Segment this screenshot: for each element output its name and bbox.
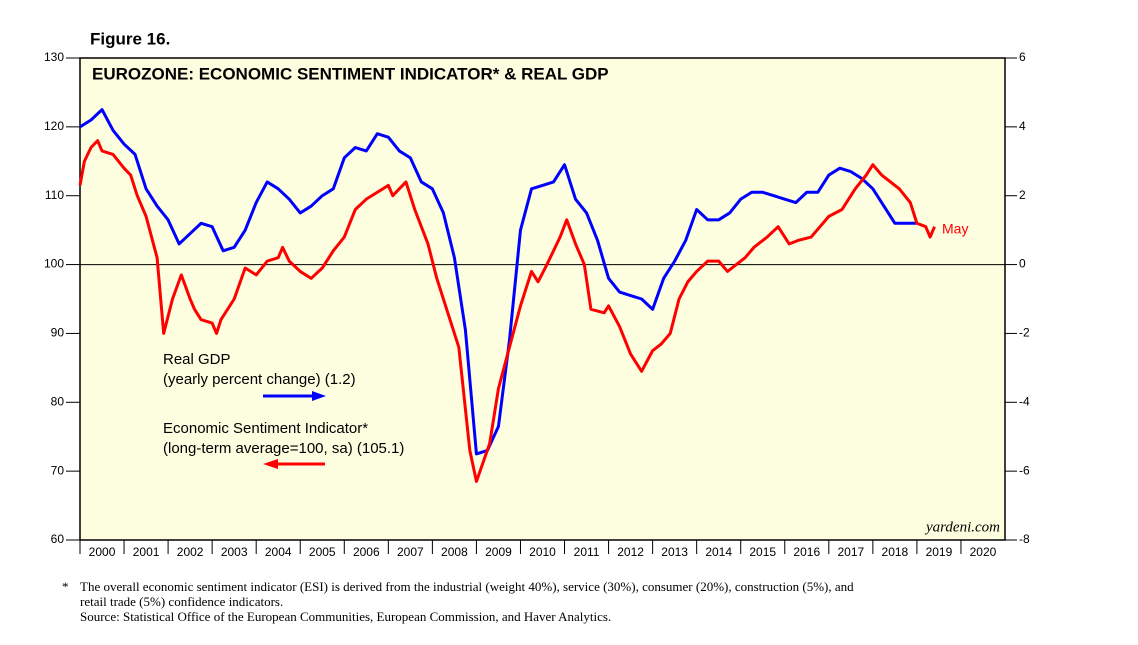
x-tick-label: 2007	[397, 545, 424, 559]
x-tick-label: 2016	[793, 545, 820, 559]
x-tick-label: 2020	[970, 545, 997, 559]
figure-label: Figure 16.	[90, 29, 170, 48]
x-tick-label: 2014	[705, 545, 732, 559]
annotation: May	[942, 221, 968, 237]
series-line	[78, 139, 936, 483]
y2-tick-label: -8	[1019, 532, 1030, 546]
x-tick-label: 2003	[221, 545, 248, 559]
plot-area	[79, 57, 1006, 541]
x-tick-label: 2004	[265, 545, 292, 559]
y-tick-label: 70	[51, 463, 65, 477]
x-tick-label: 2012	[617, 545, 644, 559]
x-tick-label: 2015	[749, 545, 776, 559]
x-tick-label: 2000	[89, 545, 116, 559]
x-tick-label: 2018	[882, 545, 909, 559]
footnote: Source: Statistical Office of the Europe…	[80, 609, 611, 624]
footnote: The overall economic sentiment indicator…	[80, 579, 854, 594]
annotation: (yearly percent change) (1.2)	[163, 371, 356, 388]
x-tick-label: 2002	[177, 545, 204, 559]
y2-tick-label: -6	[1019, 463, 1030, 477]
y-tick-label: 100	[44, 257, 64, 271]
x-tick-label: 2006	[353, 545, 380, 559]
y-tick-label: 80	[51, 394, 65, 408]
legend-arrow-head	[263, 459, 278, 469]
y2-tick-label: 6	[1019, 50, 1026, 64]
x-tick-label: 2013	[661, 545, 688, 559]
annotation: Economic Sentiment Indicator*	[163, 420, 368, 437]
y-tick-label: 130	[44, 50, 64, 64]
x-tick-label: 2008	[441, 545, 468, 559]
chart-title: EUROZONE: ECONOMIC SENTIMENT INDICATOR* …	[92, 64, 609, 83]
annotation: (long-term average=100, sa) (105.1)	[163, 440, 404, 457]
y-tick-label: 110	[45, 188, 64, 202]
y-tick-label: 60	[51, 532, 65, 546]
footnote: retail trade (5%) confidence indicators.	[80, 594, 283, 609]
x-tick-label: 2017	[837, 545, 864, 559]
y2-tick-label: -2	[1019, 326, 1030, 340]
x-tick-label: 2005	[309, 545, 336, 559]
footnote-marker: *	[62, 579, 69, 594]
y2-tick-label: 2	[1019, 188, 1026, 202]
y-tick-label: 120	[44, 119, 64, 133]
legend-arrow-head	[312, 391, 326, 401]
x-tick-label: 2001	[133, 545, 160, 559]
series-line	[79, 108, 917, 456]
y2-tick-label: 0	[1019, 257, 1026, 271]
x-tick-label: 2019	[926, 545, 953, 559]
source-mark: yardeni.com	[924, 519, 1000, 535]
y-tick-label: 90	[51, 326, 65, 340]
x-tick-label: 2011	[574, 545, 600, 559]
y2-tick-label: 4	[1019, 119, 1026, 133]
y2-tick-label: -4	[1019, 394, 1030, 408]
x-tick-label: 2009	[485, 545, 512, 559]
annotation: Real GDP	[163, 351, 231, 368]
x-tick-label: 2010	[529, 545, 556, 559]
